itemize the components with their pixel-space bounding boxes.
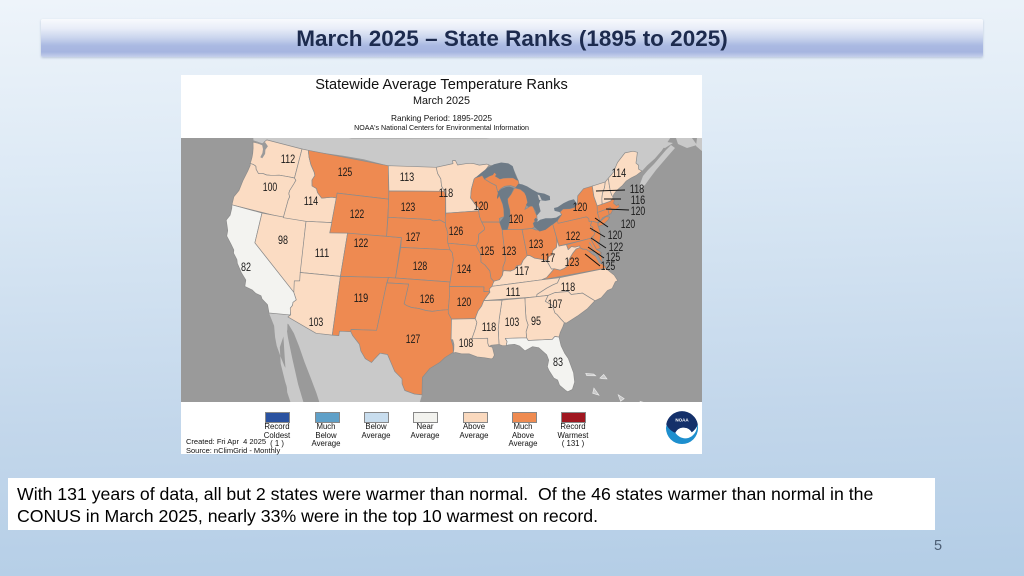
svg-text:103: 103: [505, 315, 520, 329]
svg-text:117: 117: [515, 264, 530, 278]
svg-text:116: 116: [631, 193, 646, 207]
svg-text:127: 127: [406, 230, 421, 244]
svg-text:120: 120: [474, 199, 489, 213]
svg-text:122: 122: [350, 207, 365, 221]
svg-text:123: 123: [565, 255, 580, 269]
svg-text:83: 83: [553, 355, 563, 369]
svg-text:107: 107: [548, 297, 563, 311]
svg-text:122: 122: [354, 236, 369, 250]
svg-text:103: 103: [309, 315, 324, 329]
svg-text:82: 82: [241, 260, 251, 274]
svg-text:125: 125: [338, 165, 353, 179]
svg-text:112: 112: [281, 152, 296, 166]
svg-text:125: 125: [601, 259, 616, 273]
svg-text:123: 123: [502, 244, 517, 258]
svg-text:120: 120: [621, 217, 636, 231]
svg-text:123: 123: [529, 237, 544, 251]
svg-text:125: 125: [606, 250, 621, 264]
svg-text:119: 119: [354, 291, 369, 305]
svg-text:114: 114: [304, 194, 319, 208]
svg-text:95: 95: [531, 314, 541, 328]
svg-text:118: 118: [561, 280, 576, 294]
svg-text:126: 126: [449, 224, 464, 238]
svg-text:120: 120: [573, 200, 588, 214]
svg-text:NOAA: NOAA: [675, 418, 689, 423]
svg-text:114: 114: [612, 166, 627, 180]
svg-text:126: 126: [420, 292, 435, 306]
svg-text:117: 117: [541, 251, 556, 265]
svg-text:118: 118: [630, 182, 645, 196]
svg-text:120: 120: [509, 212, 524, 226]
svg-text:120: 120: [608, 228, 623, 242]
svg-text:122: 122: [609, 240, 624, 254]
svg-text:127: 127: [406, 332, 421, 346]
svg-text:125: 125: [480, 244, 495, 258]
svg-text:123: 123: [401, 200, 416, 214]
svg-text:118: 118: [482, 320, 497, 334]
svg-text:118: 118: [439, 186, 454, 200]
svg-text:111: 111: [506, 285, 521, 299]
svg-text:124: 124: [457, 262, 472, 276]
svg-text:113: 113: [400, 170, 415, 184]
svg-text:120: 120: [631, 204, 646, 218]
svg-text:122: 122: [566, 229, 581, 243]
svg-text:98: 98: [278, 233, 288, 247]
svg-text:108: 108: [459, 336, 474, 350]
svg-text:100: 100: [263, 180, 278, 194]
svg-text:120: 120: [457, 295, 472, 309]
svg-text:128: 128: [413, 259, 428, 273]
svg-text:111: 111: [315, 246, 330, 260]
